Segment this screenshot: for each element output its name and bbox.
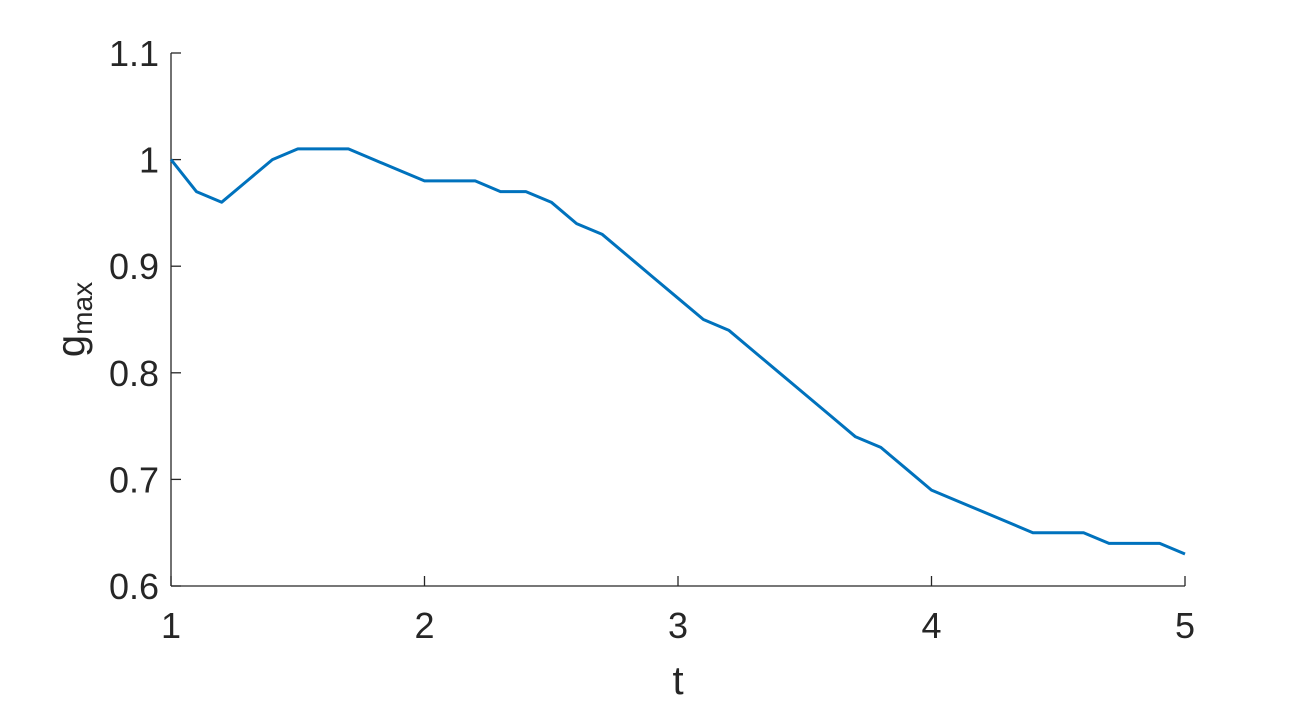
y-tick-label: 1.1 — [109, 33, 159, 74]
y-tick-label: 0.9 — [109, 246, 159, 287]
x-tick-label: 3 — [668, 605, 688, 646]
chart-axes — [170, 53, 1185, 587]
y-tick-label: 0.7 — [109, 459, 159, 500]
x-tick-label: 1 — [161, 605, 181, 646]
x-tick-label: 2 — [414, 605, 434, 646]
x-ticks: 1 2 3 4 5 — [161, 576, 1195, 646]
x-axis-label: t — [672, 659, 683, 703]
y-axis-label-subscript: max — [67, 282, 98, 335]
x-tick-label: 4 — [921, 605, 941, 646]
chart-series — [169, 147, 1186, 556]
y-tick-label: 0.8 — [109, 353, 159, 394]
y-tick-label: 1 — [139, 140, 159, 181]
x-tick-label: 5 — [1175, 605, 1195, 646]
y-axis-label-main: g — [49, 335, 93, 357]
y-axis-label: gmax — [49, 282, 98, 357]
series-line — [169, 147, 1186, 556]
y-tick-label: 0.6 — [109, 566, 159, 607]
y-ticks: 0.6 0.7 0.8 0.9 1 1.1 — [109, 33, 181, 607]
